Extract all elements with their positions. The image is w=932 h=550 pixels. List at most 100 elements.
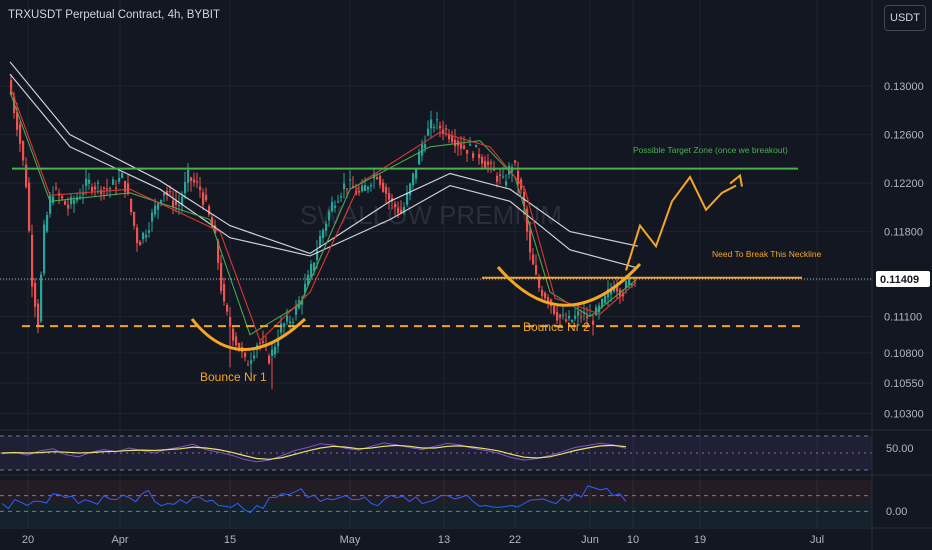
candle-body xyxy=(79,196,82,199)
candle-body xyxy=(364,185,367,191)
candle-body xyxy=(154,205,157,215)
candle-body xyxy=(517,170,520,185)
rsi-level-label: 50.00 xyxy=(886,443,914,455)
chart-title: TRXUSDT Perpetual Contract, 4h, BYBIT xyxy=(8,9,220,21)
candle-body xyxy=(22,141,25,161)
candle-body xyxy=(439,125,442,129)
candle-body xyxy=(112,179,115,185)
candle-body xyxy=(109,188,112,190)
price-tick-label: 0.12200 xyxy=(884,178,924,190)
candle-body xyxy=(346,188,349,190)
candle-body xyxy=(136,227,139,244)
time-tick-label: Jul xyxy=(810,534,824,546)
candle-body xyxy=(313,262,316,272)
candle-body xyxy=(124,180,127,192)
candle-body xyxy=(334,205,337,208)
candle-body xyxy=(436,119,439,121)
candle-body xyxy=(94,186,97,190)
candle-body xyxy=(589,314,592,316)
candle-body xyxy=(205,194,208,201)
candle-body xyxy=(442,129,445,134)
candle-body xyxy=(568,315,571,319)
candle-body xyxy=(55,187,58,189)
time-tick-label: Apr xyxy=(111,534,128,546)
price-tick-label: 0.10800 xyxy=(884,348,924,360)
bounce-2-arc xyxy=(496,262,642,307)
price-tick-label: 0.10550 xyxy=(884,378,924,390)
moving-average-line-4 xyxy=(9,86,637,342)
candle-body xyxy=(571,319,574,322)
candle-body xyxy=(349,179,352,181)
candle-body xyxy=(427,128,430,136)
candle-body xyxy=(274,347,277,355)
candle-body xyxy=(466,149,469,154)
rsi-ma-line xyxy=(1,444,627,460)
candle-body xyxy=(499,174,502,177)
candle-body xyxy=(139,241,142,246)
candle-body xyxy=(481,156,484,164)
candle-body xyxy=(187,169,190,183)
candle-body xyxy=(304,283,307,293)
candle-body xyxy=(412,173,415,186)
candle-body xyxy=(208,206,211,215)
candle-body xyxy=(148,230,151,233)
osc-upper-band xyxy=(0,480,872,504)
candle-body xyxy=(376,177,379,180)
candle-body xyxy=(445,128,448,130)
candle-body xyxy=(331,201,334,212)
price-tick-label: 0.11800 xyxy=(884,227,923,239)
candle-body xyxy=(505,181,508,186)
candle-body xyxy=(307,274,310,285)
candle-body xyxy=(325,223,328,231)
candle-body xyxy=(424,144,427,148)
candle-body xyxy=(577,311,580,316)
candle-body xyxy=(574,315,577,319)
time-tick-label: 13 xyxy=(438,534,450,546)
candle-body xyxy=(262,340,265,343)
candle-body xyxy=(10,80,13,95)
candle-body xyxy=(613,288,616,292)
candle-body xyxy=(370,185,373,187)
candle-body xyxy=(301,299,304,305)
time-axis: 20 Apr 15 May 13 22 Jun 10 19 Jul xyxy=(0,527,932,546)
time-tick-label: 22 xyxy=(509,534,521,546)
candle-body xyxy=(61,196,64,199)
candle-body xyxy=(340,196,343,198)
candle-body xyxy=(190,177,193,181)
candle-body xyxy=(592,320,595,325)
candle-body xyxy=(400,209,403,214)
candle-body xyxy=(130,198,133,213)
candle-body xyxy=(616,285,619,292)
candle-body xyxy=(82,192,85,195)
candle-body xyxy=(406,192,409,205)
price-axis: 0.13000 0.12600 0.12200 0.11800 0.11100 0.108… xyxy=(871,0,930,550)
candle-body xyxy=(271,349,274,356)
candle-body xyxy=(469,144,472,146)
candle-body xyxy=(433,127,436,129)
candle-body xyxy=(28,182,31,231)
candle-body xyxy=(337,201,340,203)
candle-body xyxy=(625,281,628,288)
candle-body xyxy=(115,187,118,189)
price-tick-label: 0.13000 xyxy=(884,81,924,93)
candle-body xyxy=(43,224,46,274)
candle-body xyxy=(250,360,253,364)
candle-body xyxy=(244,352,247,357)
currency-button[interactable]: USDT xyxy=(884,5,926,31)
candle-body xyxy=(379,175,382,185)
candle-body xyxy=(460,143,463,149)
oscillator-level-label: 0.00 xyxy=(886,506,907,518)
candle-body xyxy=(418,152,421,165)
candle-body xyxy=(46,215,49,232)
candle-body xyxy=(496,175,499,182)
candle-body xyxy=(403,206,406,213)
candle-body xyxy=(358,190,361,193)
candle-body xyxy=(385,186,388,194)
bounce-1-label: Bounce Nr 1 xyxy=(200,370,267,384)
candle-body xyxy=(193,179,196,183)
candle-body xyxy=(544,292,547,299)
candle-body xyxy=(238,342,241,352)
candle-body xyxy=(181,196,184,205)
candle-body xyxy=(553,306,556,314)
